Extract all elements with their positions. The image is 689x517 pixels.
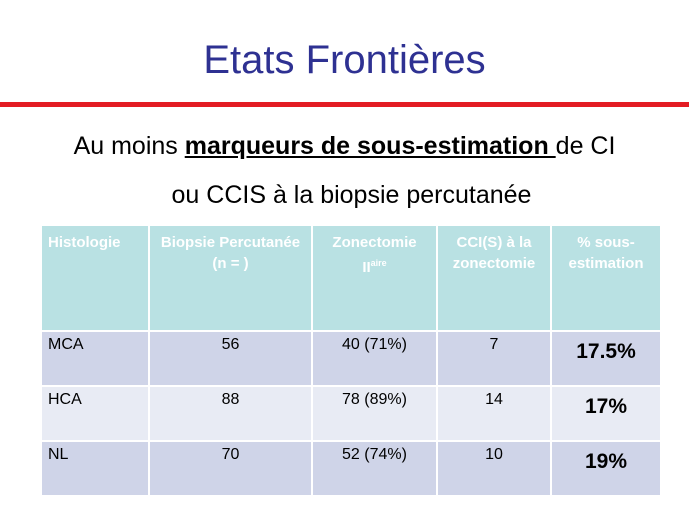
header-zonectomie: Zonectomie IIaire bbox=[311, 224, 438, 332]
subtitle-prefix: Au moins bbox=[73, 132, 185, 160]
table-header-row: Histologie Biopsie Percutanée (n = ) Zon… bbox=[40, 224, 662, 332]
table-row: NL 70 52 (74%) 10 19% bbox=[40, 440, 662, 497]
subtitle-suffix: de CI bbox=[555, 132, 616, 160]
subtitle-emphasis: marqueurs de sous-estimation bbox=[184, 132, 556, 160]
slide-title: Etats Frontières bbox=[203, 38, 486, 82]
header-zonectomie-label: Zonectomie II bbox=[332, 234, 417, 276]
subtitle-line-2: ou CCIS à la biopsie percutanée bbox=[171, 181, 532, 209]
header-biopsie: Biopsie Percutanée (n = ) bbox=[148, 224, 313, 332]
cell-zonectomie: 40 (71%) bbox=[311, 330, 438, 387]
cell-biopsie: 88 bbox=[148, 385, 313, 442]
header-pct: % sous-estimation bbox=[550, 224, 662, 332]
cell-histologie: MCA bbox=[40, 330, 150, 387]
title-divider bbox=[0, 102, 689, 107]
cell-histologie: NL bbox=[40, 440, 150, 497]
cell-cci: 14 bbox=[436, 385, 552, 442]
header-cci: CCI(S) à la zonectomie bbox=[436, 224, 552, 332]
cell-pct: 17.5% bbox=[550, 330, 662, 387]
cell-zonectomie: 52 (74%) bbox=[311, 440, 438, 497]
table-row: MCA 56 40 (71%) 7 17.5% bbox=[40, 330, 662, 387]
cell-cci: 7 bbox=[436, 330, 552, 387]
cell-pct: 17% bbox=[550, 385, 662, 442]
table-row: HCA 88 78 (89%) 14 17% bbox=[40, 385, 662, 442]
results-table: Histologie Biopsie Percutanée (n = ) Zon… bbox=[40, 224, 662, 497]
cell-biopsie: 56 bbox=[148, 330, 313, 387]
cell-zonectomie: 78 (89%) bbox=[311, 385, 438, 442]
cell-cci: 10 bbox=[436, 440, 552, 497]
cell-pct: 19% bbox=[550, 440, 662, 497]
subtitle-line-1: Au moins marqueurs de sous-estimation de… bbox=[0, 132, 689, 161]
cell-histologie: HCA bbox=[40, 385, 150, 442]
cell-biopsie: 70 bbox=[148, 440, 313, 497]
header-zonectomie-sup: aire bbox=[370, 258, 387, 268]
header-histologie: Histologie bbox=[40, 224, 150, 332]
